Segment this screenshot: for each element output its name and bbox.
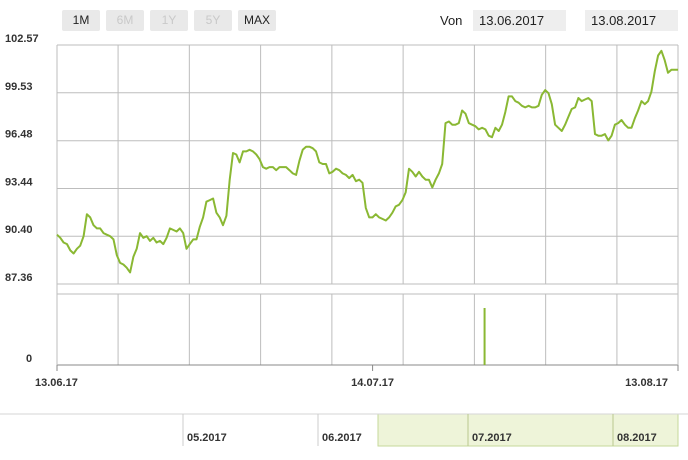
price-series-line: [56, 49, 678, 274]
navigator-label: 08.2017: [617, 432, 657, 444]
range-button-max[interactable]: MAX: [238, 10, 276, 31]
range-button-1m[interactable]: 1M: [62, 10, 100, 31]
x-tick-label: 14.07.17: [351, 377, 394, 389]
navigator-label: 06.2017: [322, 432, 362, 444]
navigator-label: 07.2017: [472, 432, 512, 444]
y-tick-label: 93.44: [5, 176, 33, 188]
range-button-5y[interactable]: 5Y: [194, 10, 232, 31]
y-tick-label: 96.48: [5, 129, 33, 141]
from-date-input[interactable]: 13.06.2017: [473, 10, 566, 31]
x-tick-label: 13.08.17: [625, 377, 668, 389]
navigator-label: 05.2017: [187, 432, 227, 444]
y-tick-label: 99.53: [5, 81, 33, 93]
range-button-6m[interactable]: 6M: [106, 10, 144, 31]
volume-tick-label: 0: [26, 353, 32, 365]
x-tick-label: 13.06.17: [35, 377, 78, 389]
y-tick-label: 102.57: [5, 33, 39, 45]
range-button-1y[interactable]: 1Y: [150, 10, 188, 31]
from-label: Von: [440, 13, 463, 28]
y-tick-label: 87.36: [5, 272, 33, 284]
navigator[interactable]: 05.2017 06.2017 07.2017 08.2017: [0, 413, 688, 447]
to-date-input[interactable]: 13.08.2017: [585, 10, 678, 31]
y-tick-label: 90.40: [5, 224, 33, 236]
navigator-selection[interactable]: [377, 413, 679, 447]
